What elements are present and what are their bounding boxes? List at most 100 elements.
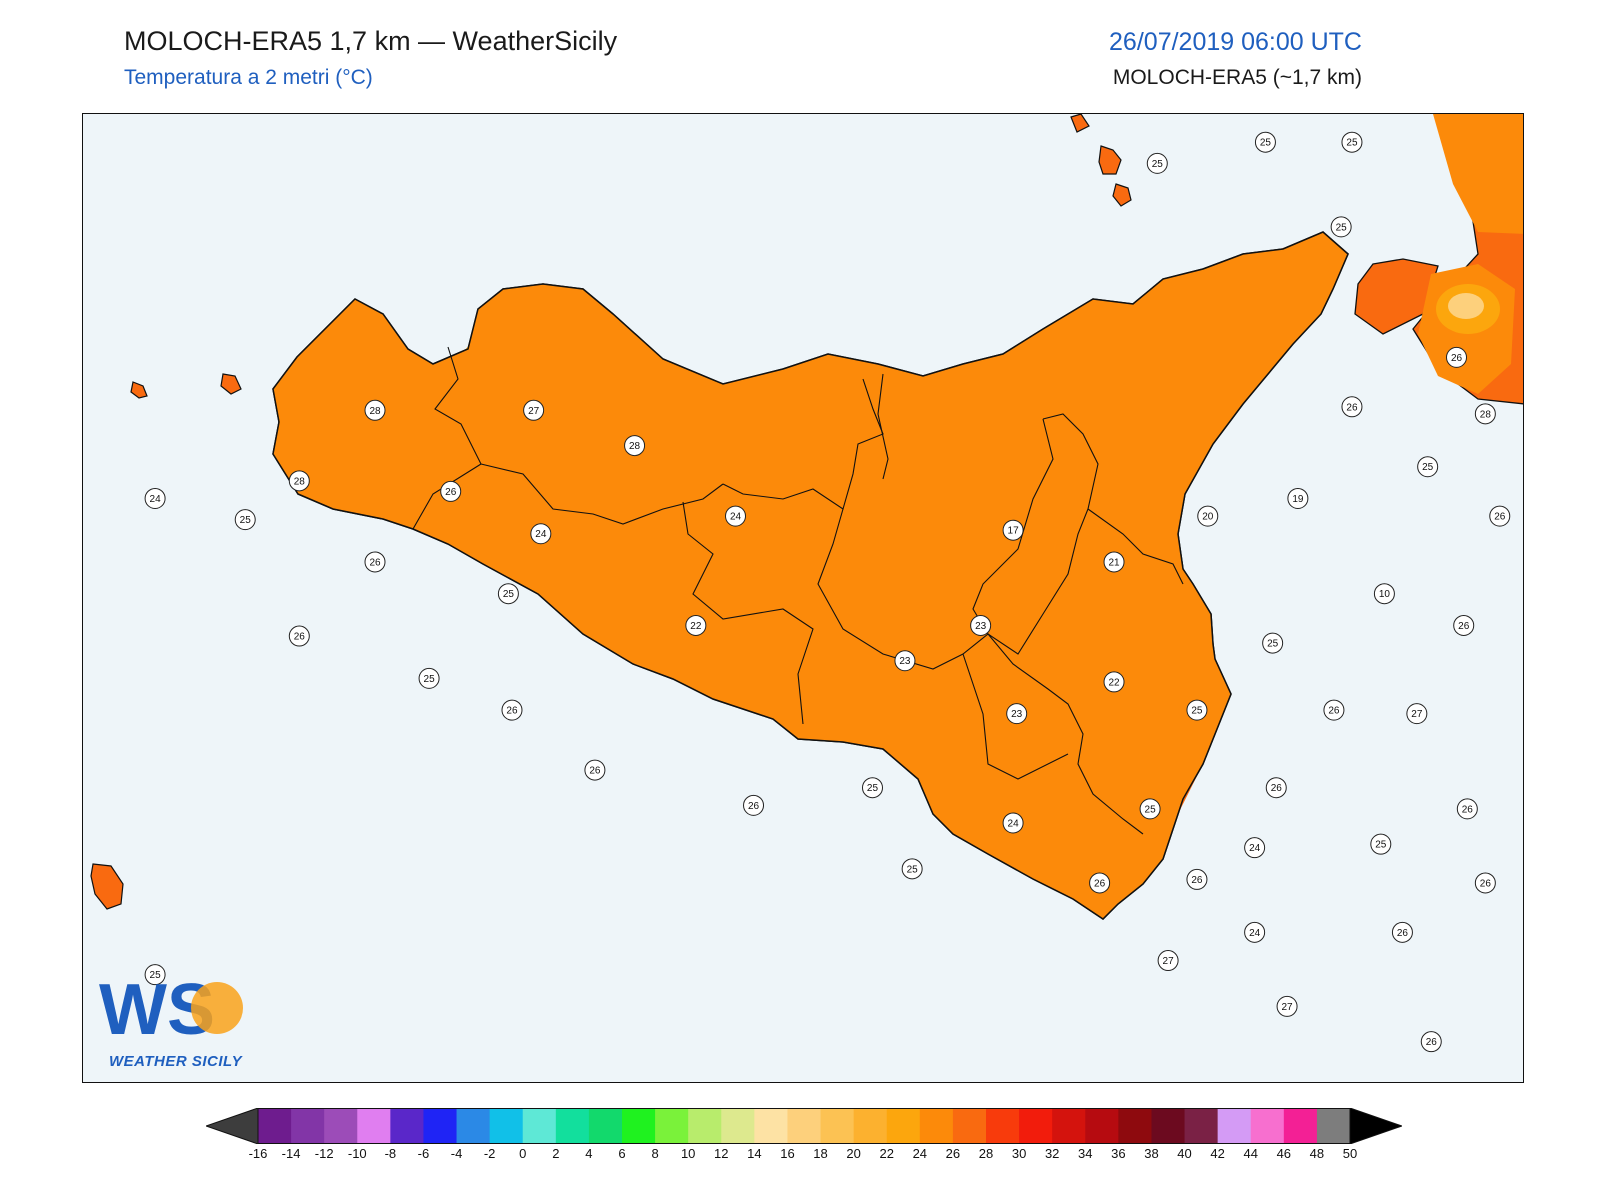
- station-value: 24: [1249, 928, 1261, 939]
- colorbar-tick-label: 14: [747, 1146, 762, 1161]
- station-value: 25: [424, 674, 436, 685]
- station-label: 25: [497, 583, 519, 605]
- station-marker: [685, 614, 707, 636]
- station-label: 26: [1489, 505, 1511, 527]
- province-boundaries: [412, 346, 1184, 835]
- station-label: 19: [1287, 487, 1309, 509]
- colorbar-tick-label: 2: [552, 1146, 560, 1161]
- station-marker: [1420, 1031, 1442, 1053]
- station-value: 24: [730, 512, 742, 523]
- valid-datetime: 26/07/2019 06:00 UTC: [1109, 28, 1362, 56]
- colorbar-frame: [257, 1108, 1351, 1144]
- colorbar-segment: [522, 1108, 557, 1144]
- colorbar-tick-label: -6: [417, 1146, 430, 1161]
- colorbar-segment: [1151, 1108, 1186, 1144]
- map-subtitle: Temperatura a 2 metri (°C): [124, 66, 373, 89]
- station-label: 26: [1089, 872, 1111, 894]
- station-label: 26: [501, 699, 523, 721]
- colorbar-segment: [754, 1108, 788, 1144]
- station-value: 23: [899, 656, 911, 667]
- station-marker: [418, 667, 440, 689]
- colorbar-tick-label: 18: [813, 1146, 828, 1161]
- station-label: 25: [1341, 131, 1363, 153]
- colorbar-tick-label: 48: [1309, 1146, 1325, 1161]
- station-value: 17: [1008, 526, 1020, 537]
- station-value: 24: [1249, 843, 1261, 854]
- station-label: 26: [1446, 346, 1468, 368]
- station-value: 25: [503, 589, 515, 600]
- colorbar-tick-label: -14: [281, 1146, 301, 1161]
- colorbar-segment: [622, 1108, 656, 1144]
- station-label: 24: [1002, 812, 1024, 834]
- station-label: 28: [364, 399, 386, 421]
- station-marker: [970, 614, 992, 636]
- station-value: 26: [1494, 512, 1506, 523]
- station-marker: [743, 794, 765, 816]
- station-value: 26: [589, 766, 601, 777]
- station-value: 26: [294, 632, 306, 643]
- station-label: 24: [1244, 837, 1266, 859]
- colorbar-tick-label: -10: [347, 1146, 367, 1161]
- station-label: 24: [1244, 921, 1266, 943]
- colorbar-segment: [1052, 1108, 1086, 1144]
- logo-label: WEATHER SICILY: [109, 1053, 243, 1070]
- station-marker: [364, 551, 386, 573]
- sicily-landmass: [272, 231, 1349, 920]
- station-marker: [1157, 950, 1179, 972]
- station-value: 25: [150, 970, 162, 981]
- colorbar-segment: [423, 1108, 458, 1144]
- colorbar-tick-label: 26: [945, 1146, 961, 1161]
- colorbar-segment: [1250, 1108, 1285, 1144]
- colorbar-segment: [1118, 1108, 1152, 1144]
- colorbar-segment: [588, 1108, 623, 1144]
- station-marker: [1406, 703, 1428, 725]
- colorbar-tick-label: 38: [1144, 1146, 1159, 1161]
- station-value: 26: [1271, 783, 1283, 794]
- station-label: 25: [861, 777, 883, 799]
- colorbar-tick-label: -4: [450, 1146, 463, 1161]
- station-label: 10: [1373, 583, 1395, 605]
- aeolian-islands: [1070, 114, 1132, 207]
- colorbar-segment: [919, 1108, 954, 1144]
- colorbar-tick-label: 16: [780, 1146, 795, 1161]
- station-value: 22: [1108, 677, 1120, 688]
- station-marker: [1446, 346, 1468, 368]
- station-marker: [1474, 872, 1496, 894]
- temperature-map: 25 25 25 25 26 28 27 28 26 28 28 26 24 25 25 24 19 20 26 24…: [90, 114, 1523, 1053]
- station-value: 24: [150, 494, 162, 505]
- station-labels: 25 25 25 25 26 28 27 28 26 28 28 26 24 25 25 24 19 20 26 24…: [144, 131, 1511, 1053]
- station-marker: [1276, 995, 1298, 1017]
- colorbar-tick-label: 46: [1276, 1146, 1292, 1161]
- colorbar-segment: [357, 1108, 391, 1144]
- station-value: 26: [1191, 875, 1203, 886]
- station-value: 25: [1375, 840, 1387, 851]
- station-label: 28: [1474, 403, 1496, 425]
- station-marker: [1244, 837, 1266, 859]
- station-value: 24: [535, 529, 547, 540]
- station-label: 24: [725, 505, 747, 527]
- colorbar-tick-label: 20: [846, 1146, 861, 1161]
- station-marker: [861, 777, 883, 799]
- colorbar-segment: [952, 1108, 987, 1144]
- colorbar-tick-label: -8: [384, 1146, 397, 1161]
- colorbar-segment: [555, 1108, 590, 1144]
- model-name: MOLOCH-ERA5 (~1,7 km): [1112, 66, 1362, 89]
- station-value: 25: [1191, 706, 1203, 717]
- station-value: 28: [294, 476, 306, 487]
- station-label: 25: [901, 858, 923, 880]
- station-marker: [1341, 131, 1363, 153]
- station-label: 25: [1139, 798, 1161, 820]
- colorbar-tick-label: 50: [1342, 1146, 1358, 1161]
- colorbar-tick-label: 34: [1078, 1146, 1093, 1161]
- station-marker: [1002, 812, 1024, 834]
- station-value: 26: [1397, 928, 1409, 939]
- station-label: 25: [1254, 131, 1276, 153]
- station-label: 26: [743, 794, 765, 816]
- station-label: 21: [1103, 551, 1125, 573]
- station-label: 26: [1265, 777, 1287, 799]
- colorbar-extend-min: [206, 1108, 259, 1144]
- station-label: 25: [1417, 456, 1439, 478]
- map-title: MOLOCH-ERA5 1,7 km — WeatherSicily: [124, 26, 618, 56]
- station-value: 28: [629, 441, 641, 452]
- station-label: 26: [1186, 868, 1208, 890]
